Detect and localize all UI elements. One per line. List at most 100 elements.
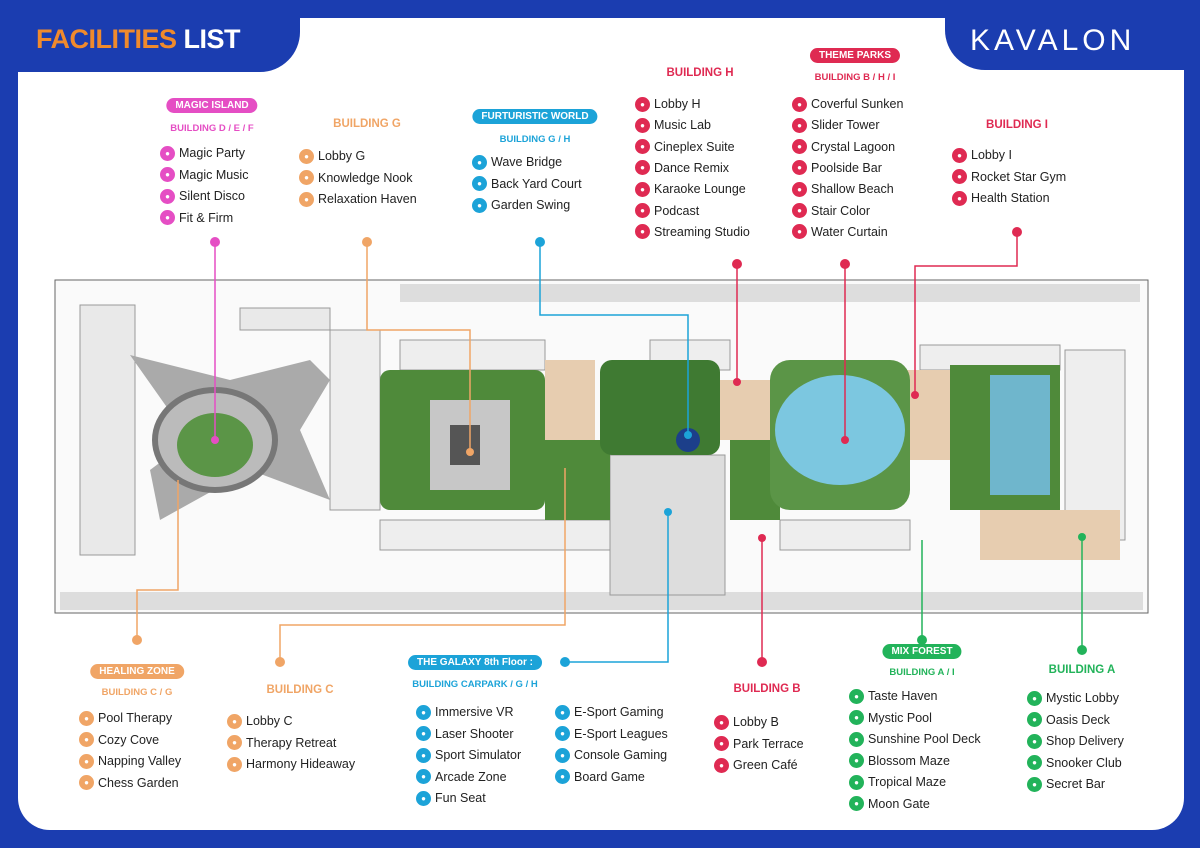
- facility-item: ● Taste Haven: [849, 687, 937, 705]
- building-title: BUILDING H: [666, 67, 734, 79]
- facility-icon: ●: [416, 726, 431, 741]
- facility-icon: ●: [849, 753, 864, 768]
- facility-icon: ●: [416, 747, 431, 763]
- site-plan-base: [54, 279, 1149, 614]
- building-subtitle: BUILDING CARPARK / G / H: [412, 679, 538, 690]
- facility-label: Stair Color: [811, 203, 871, 218]
- facility-item: ● Oasis Deck: [1027, 711, 1110, 729]
- facility-label: Lobby H: [654, 97, 701, 111]
- page-title: FACILITIES LIST: [36, 24, 241, 55]
- facility-label: Dance Remix: [654, 160, 730, 175]
- facility-label: Arcade Zone: [435, 769, 507, 784]
- facility-icon: ●: [792, 139, 807, 155]
- facility-item: ● Pool Therapy: [79, 709, 172, 727]
- facility-item: ● Lobby G: [299, 147, 365, 165]
- facility-item: ● Mystic Pool: [849, 709, 932, 727]
- facility-item: ● Snooker Club: [1027, 754, 1122, 772]
- facility-label: Green Café: [733, 758, 798, 772]
- facility-label: Rocket Star Gym: [971, 169, 1067, 184]
- facility-item: ● Secret Bar: [1027, 775, 1105, 793]
- facility-item: ● Laser Shooter: [416, 725, 514, 743]
- facility-icon: ●: [849, 774, 864, 790]
- building-title: BUILDING C: [266, 684, 334, 696]
- facility-icon: ●: [714, 714, 729, 730]
- facility-label: Lobby B: [733, 715, 779, 729]
- facility-label: Silent Disco: [179, 189, 245, 203]
- facility-icon: ●: [714, 757, 729, 773]
- facility-label: Lobby G: [318, 149, 366, 163]
- facility-item: ● Rocket Star Gym: [952, 168, 1066, 186]
- facility-icon: ●: [714, 736, 729, 751]
- facility-label: Cineplex Suite: [654, 139, 735, 154]
- zone-badge: THEME PARKS: [809, 48, 901, 63]
- facility-icon: ●: [1027, 690, 1042, 706]
- facility-icon: ●: [472, 176, 487, 191]
- facility-label: Taste Haven: [868, 689, 938, 703]
- facility-item: ● Cozy Cove: [79, 731, 159, 749]
- facility-icon: ●: [849, 731, 864, 747]
- facility-icon: ●: [1027, 776, 1042, 792]
- building-subtitle: BUILDING G / H: [499, 134, 571, 145]
- facility-icon: ●: [555, 704, 570, 720]
- facility-item: ● Shop Delivery: [1027, 732, 1124, 750]
- zone-badge: MIX FOREST: [882, 644, 962, 659]
- facility-item: ● Sunshine Pool Deck: [849, 730, 981, 748]
- facility-icon: ●: [227, 756, 242, 772]
- logo-tab: [945, 0, 1200, 70]
- facility-label: Streaming Studio: [654, 224, 750, 239]
- facility-label: Music Lab: [654, 118, 711, 133]
- facility-label: Sport Simulator: [435, 748, 522, 762]
- facility-label: Shallow Beach: [811, 182, 894, 197]
- facility-icon: ●: [160, 167, 175, 182]
- facility-icon: ●: [792, 160, 807, 176]
- facility-item: ● Silent Disco: [160, 187, 245, 205]
- building-title: BUILDING G: [333, 118, 401, 130]
- facility-item: ● Stair Color: [792, 202, 870, 220]
- facility-item: ● Water Curtain: [792, 223, 888, 241]
- building-title: BUILDING A: [1048, 664, 1116, 676]
- facility-item: ● Karaoke Lounge: [635, 180, 746, 198]
- facility-label: Slider Tower: [811, 118, 880, 133]
- facility-label: Immersive VR: [435, 705, 514, 719]
- facility-item: ● Park Terrace: [714, 735, 804, 753]
- facility-label: Napping Valley: [98, 754, 182, 768]
- facility-label: Console Gaming: [574, 748, 668, 762]
- title-part-1: FACILITIES: [36, 24, 177, 54]
- facility-item: ● Console Gaming: [555, 746, 667, 764]
- facility-label: Mystic Pool: [868, 710, 932, 725]
- facility-item: ● E-Sport Leagues: [555, 725, 668, 743]
- facility-icon: ●: [299, 191, 314, 207]
- facility-item: ● Blossom Maze: [849, 752, 950, 770]
- facility-label: Chess Garden: [98, 775, 179, 790]
- facility-icon: ●: [792, 96, 807, 112]
- facility-label: Park Terrace: [733, 736, 804, 751]
- zone-badge: HEALING ZONE: [90, 664, 184, 679]
- building-subtitle: BUILDING A / I: [889, 667, 955, 678]
- facility-label: Secret Bar: [1046, 777, 1106, 791]
- facility-icon: ●: [555, 769, 570, 784]
- facility-label: E-Sport Gaming: [574, 705, 664, 719]
- facility-icon: ●: [792, 181, 807, 197]
- facility-label: Sunshine Pool Deck: [868, 732, 981, 746]
- facility-icon: ●: [635, 96, 650, 112]
- building-subtitle: BUILDING D / E / F: [170, 123, 254, 134]
- facility-item: ● Lobby I: [952, 146, 1012, 164]
- facility-item: ● Cineplex Suite: [635, 138, 735, 156]
- facility-item: ● Health Station: [952, 189, 1050, 207]
- facility-item: ● Green Café: [714, 756, 798, 774]
- facility-icon: ●: [952, 169, 967, 184]
- facility-label: Lobby C: [246, 714, 293, 728]
- brand-logo: KAVALON: [970, 24, 1136, 57]
- facility-label: Fit & Firm: [179, 210, 234, 225]
- facility-item: ● Tropical Maze: [849, 773, 946, 791]
- title-tab: [0, 0, 300, 72]
- facility-label: Shop Delivery: [1046, 734, 1124, 748]
- facility-label: Tropical Maze: [868, 775, 947, 789]
- facility-label: E-Sport Leagues: [574, 726, 668, 741]
- facility-icon: ●: [555, 726, 570, 741]
- facility-icon: ●: [849, 688, 864, 704]
- facility-label: Back Yard Court: [491, 176, 582, 191]
- facility-label: Laser Shooter: [435, 726, 514, 741]
- facility-icon: ●: [227, 713, 242, 729]
